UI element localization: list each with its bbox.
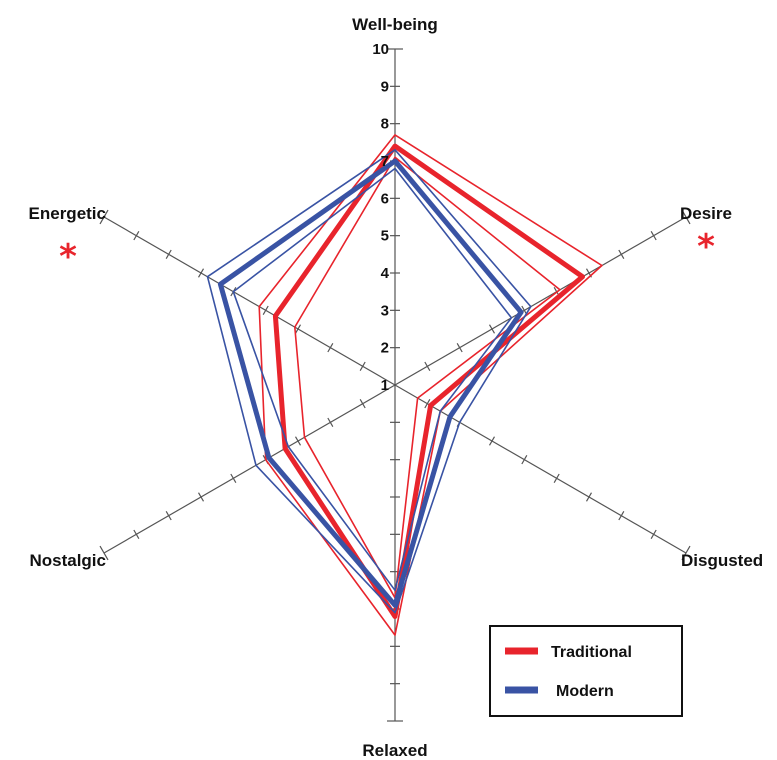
series-modern-lower-line: [232, 167, 513, 592]
significance-star-energetic: *: [59, 237, 77, 277]
axis-label-nostalgic: Nostalgic: [29, 551, 106, 570]
axis-tick-energetic-8: [165, 249, 172, 259]
series-traditional-upper-line: [258, 134, 603, 636]
scale-label-6: 6: [381, 190, 389, 207]
series-modern-upper-line: [206, 149, 532, 614]
axis-tick-disgusted-4: [488, 436, 496, 446]
scale-label-8: 8: [381, 116, 389, 133]
axis-tick-disgusted-2: [424, 399, 431, 409]
legend-box: [489, 625, 683, 717]
axis-tick-disgusted-5: [521, 455, 528, 465]
axis-tick-desire-4: [488, 324, 496, 334]
axis-line-nostalgic: [103, 384, 396, 554]
axis-label-energetic: Energetic: [29, 204, 106, 223]
axis-line-disgusted: [394, 384, 687, 554]
axis-tick-desire-3: [456, 343, 463, 353]
legend: Traditional Modern: [489, 625, 683, 717]
significance-star-desire: *: [697, 227, 715, 267]
axis-line-energetic: [103, 216, 396, 386]
axis-tick-energetic-2: [359, 361, 366, 371]
series-modern-line: [217, 158, 524, 608]
axis-tick-energetic-4: [294, 324, 302, 334]
scale-label-5: 5: [381, 228, 389, 245]
scale-label-7: 7: [381, 153, 389, 170]
axis-tick-desire-8: [618, 249, 625, 259]
axis-tick-nostalgic-7: [197, 492, 205, 502]
axis-tick-energetic-3: [327, 343, 334, 353]
axis-tick-nostalgic-2: [359, 399, 366, 409]
axis-tick-nostalgic-6: [230, 473, 237, 483]
scale-label-2: 2: [381, 340, 389, 357]
axis-label-relaxed: Relaxed: [362, 741, 427, 760]
axis-tick-energetic-10: [99, 209, 109, 225]
scale-label-9: 9: [381, 78, 389, 95]
series-layer: [206, 134, 603, 636]
scale-label-10: 10: [372, 41, 389, 58]
scale-label-4: 4: [381, 265, 390, 282]
labels-layer: 1 2 3 4 5 6 7 8 9 10 Well-being Desire Disgusted Rela…: [29, 15, 764, 760]
axis-tick-disgusted-7: [585, 492, 593, 502]
scale-label-3: 3: [381, 302, 389, 319]
axis-tick-energetic-7: [197, 268, 205, 278]
axis-tick-nostalgic-4: [294, 436, 302, 446]
axis-tick-disgusted-10: [681, 545, 691, 561]
axis-tick-desire-9: [650, 231, 657, 241]
axis-tick-energetic-9: [133, 231, 140, 241]
axis-tick-disgusted-8: [618, 511, 625, 521]
axis-label-disgusted: Disgusted: [681, 551, 763, 570]
axis-tick-nostalgic-3: [327, 417, 334, 427]
axis-tick-desire-10: [681, 209, 691, 225]
axis-tick-nostalgic-8: [165, 511, 172, 521]
legend-label-traditional: Traditional: [551, 644, 632, 661]
legend-label-modern: Modern: [556, 683, 614, 700]
axis-tick-nostalgic-10: [99, 545, 109, 561]
axis-label-desire: Desire: [680, 204, 732, 223]
axis-tick-disgusted-9: [650, 529, 657, 539]
axis-label-well-being: Well-being: [352, 15, 438, 34]
axis-tick-disgusted-6: [553, 473, 560, 483]
scale-label-1: 1: [381, 377, 389, 394]
axis-line-desire: [394, 216, 687, 386]
series-traditional-line: [272, 143, 585, 619]
axis-tick-energetic-5: [262, 305, 269, 315]
axis-tick-desire-2: [424, 361, 431, 371]
axis-tick-nostalgic-9: [133, 529, 140, 539]
